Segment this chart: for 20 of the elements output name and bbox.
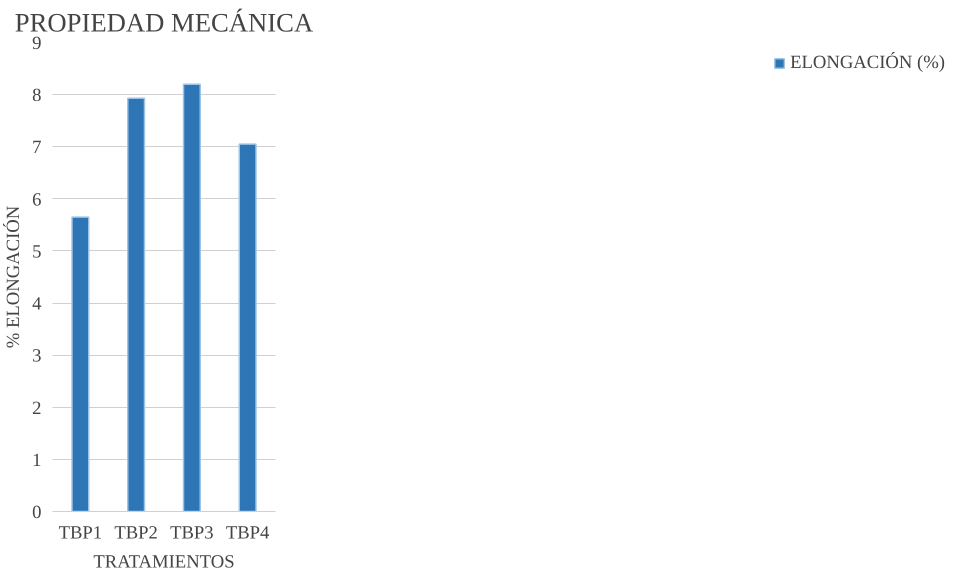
y-tick-label: 4	[32, 294, 42, 315]
x-tick-label: TBP4	[226, 522, 270, 544]
bar	[71, 216, 90, 512]
y-tick-label: 8	[32, 85, 42, 106]
y-tick-label: 3	[32, 346, 42, 367]
y-tick-label: 5	[32, 241, 42, 262]
x-tick-label: TBP2	[114, 522, 158, 544]
y-tick-label: 1	[32, 450, 42, 471]
y-axis-title: % ELONGACIÓN	[2, 205, 24, 348]
x-tick-label: TBP3	[170, 522, 214, 544]
bar	[238, 143, 257, 512]
y-tick-label: 6	[32, 189, 42, 210]
bar	[127, 98, 146, 512]
bar	[182, 83, 201, 512]
y-tick-label: 7	[32, 137, 42, 158]
x-tick-label: TBP1	[58, 522, 102, 544]
y-tick-label: 0	[32, 502, 42, 523]
legend-label: ELONGACIÓN (%)	[790, 52, 945, 74]
y-tick-label: 2	[32, 398, 42, 419]
x-axis-title: TRATAMIENTOS	[93, 552, 235, 572]
